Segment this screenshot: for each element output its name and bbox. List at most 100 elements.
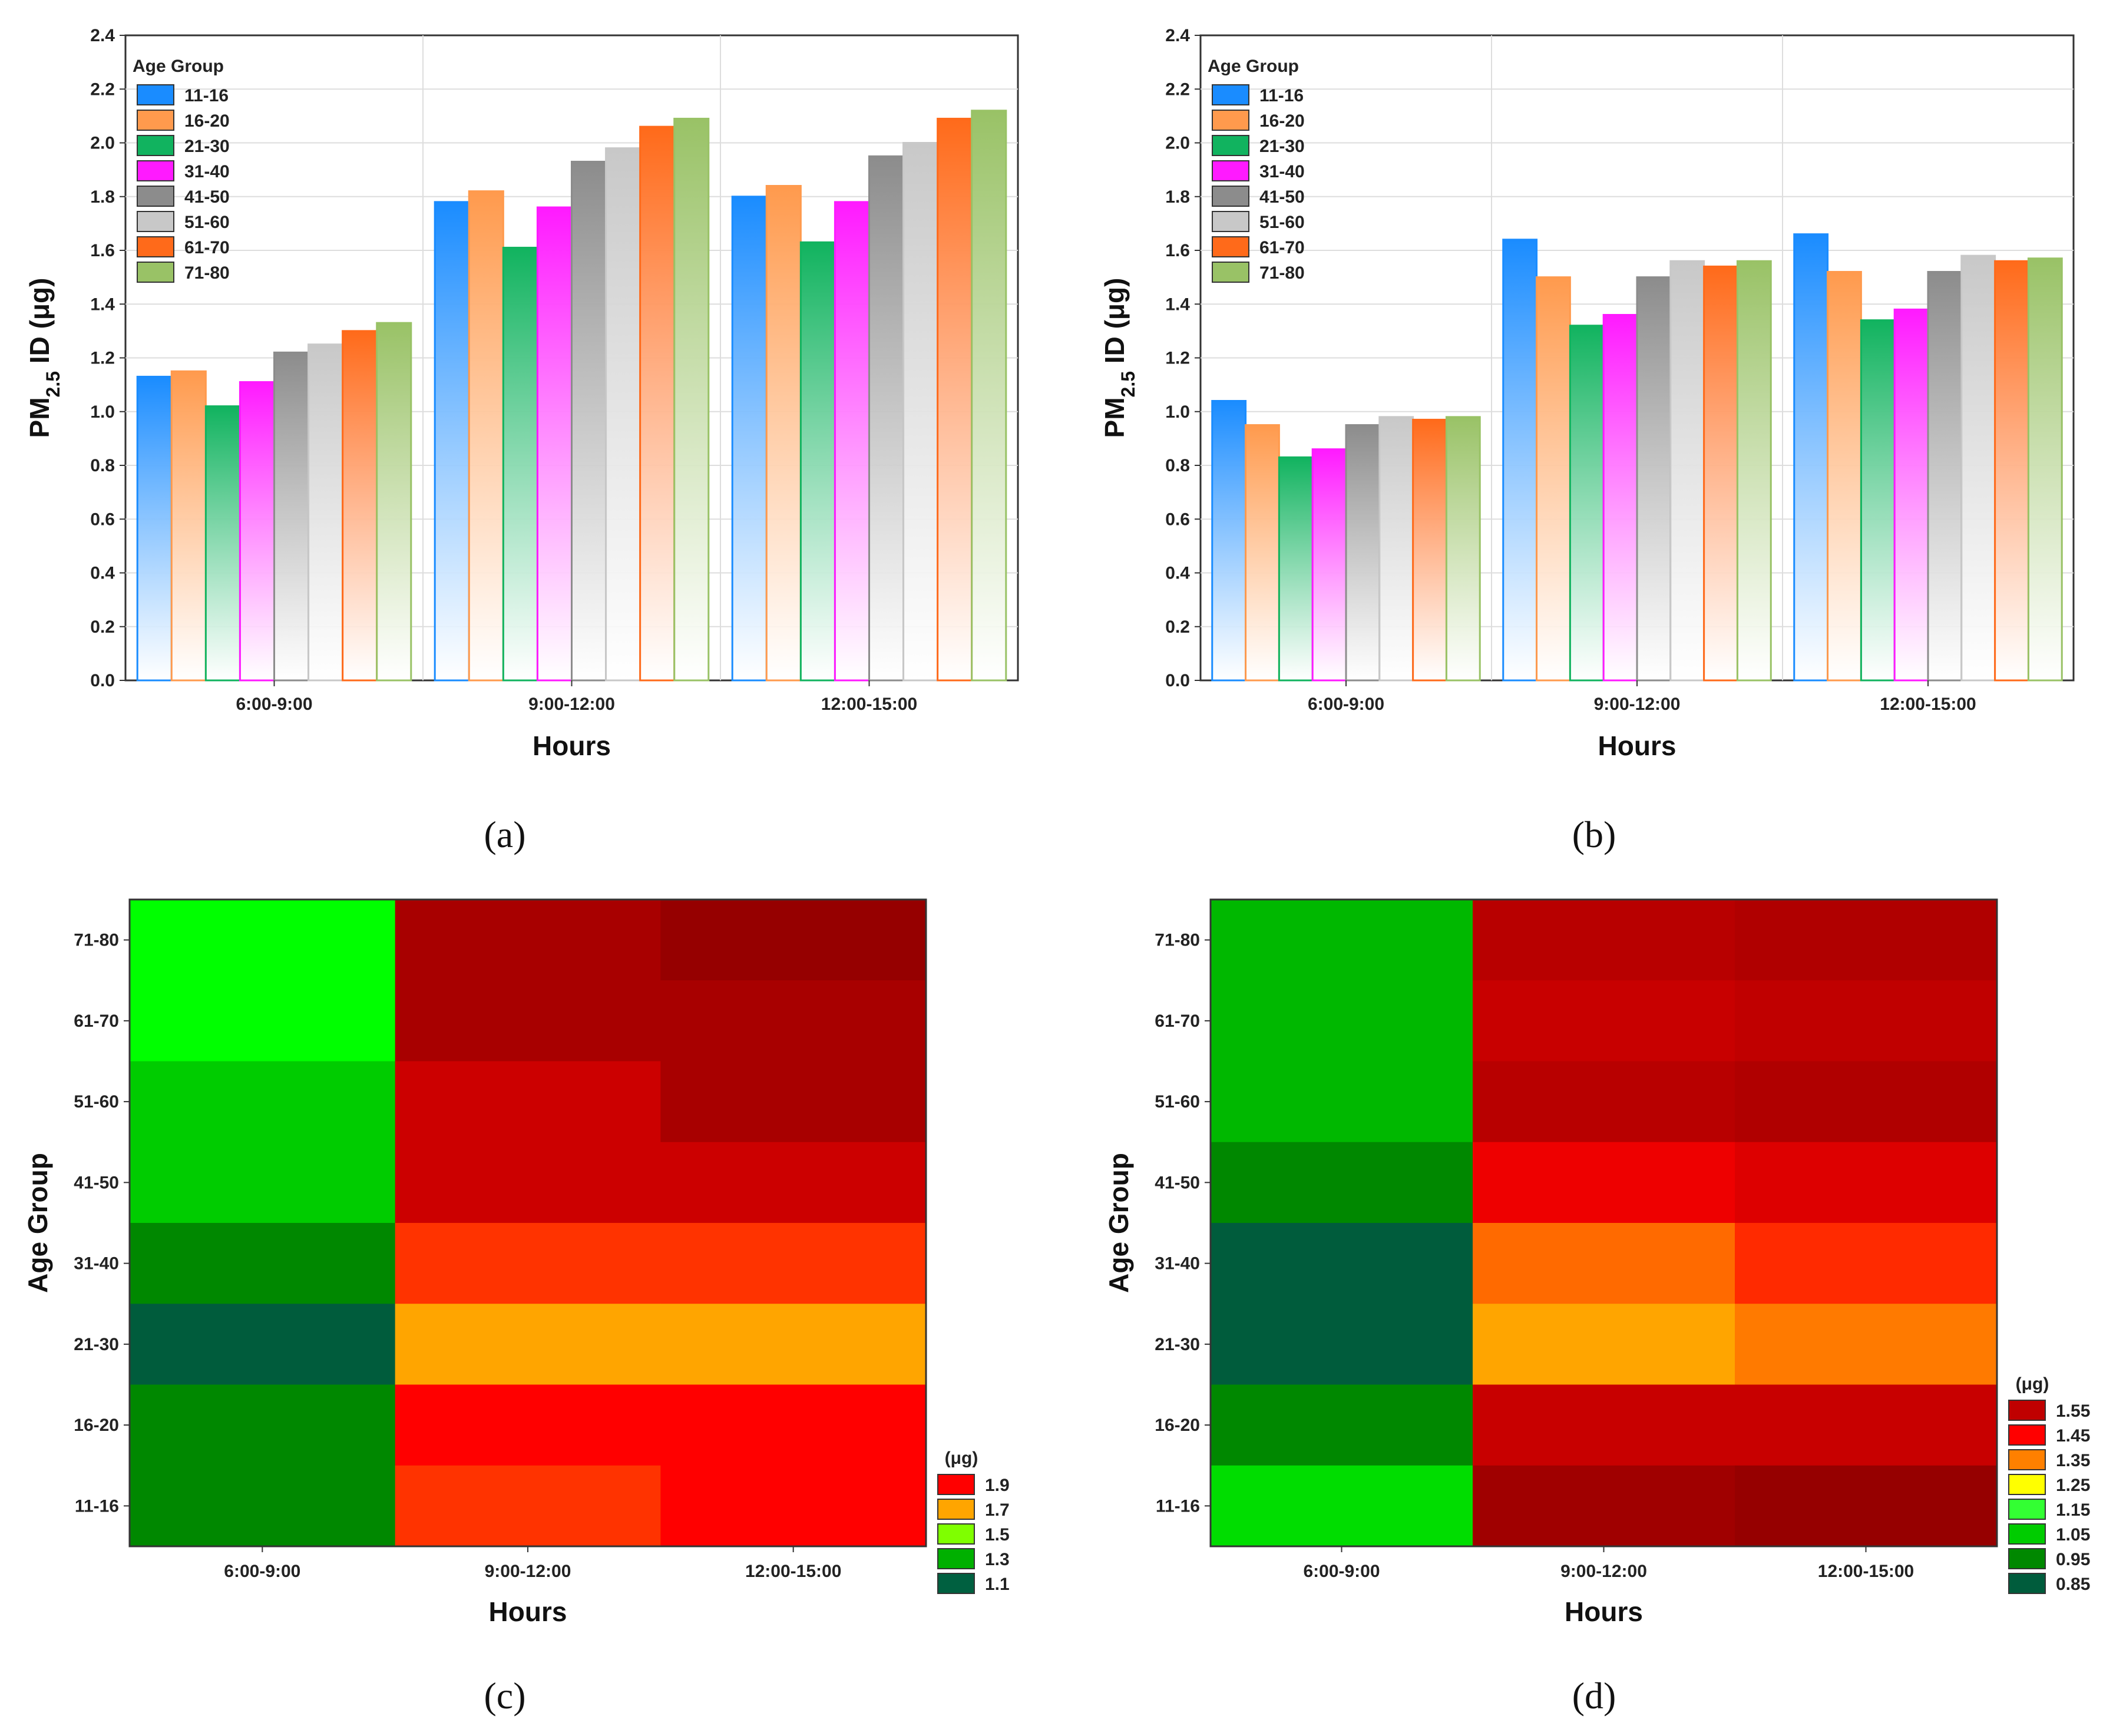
heat-cell-21-30-12:00-15:00 [660,1304,927,1385]
heat-cell-16-20-6:00-9:00 [130,1384,396,1466]
legend-label: 1.9 [985,1476,1010,1495]
y-tick-label: 16-20 [74,1416,119,1435]
legend-swatch [1212,110,1249,131]
y-axis-title: PM2.5 ID (μg) [1099,278,1139,438]
bar-11-16-9:00-12:00 [1502,239,1538,682]
legend-label: 1.7 [985,1500,1010,1520]
bar-31-40-12:00-15:00 [834,201,871,682]
bar-11-16-6:00-9:00 [1211,400,1247,682]
bar-16-20-9:00-12:00 [468,190,504,682]
legend-label: 0.85 [2056,1575,2090,1594]
bar-16-20-6:00-9:00 [1245,424,1280,682]
legend-swatch [137,236,174,257]
y-axis-title: Age Group [22,1153,53,1293]
legend-label: 61-70 [184,238,230,257]
y-tick-label: 0.8 [90,456,115,475]
legend-label: 0.95 [2056,1550,2090,1569]
heat-cell-41-50-12:00-15:00 [1735,1142,1998,1224]
legend-swatch [2008,1400,2046,1421]
bar-71-80-12:00-15:00 [2027,257,2063,682]
bar-71-80-12:00-15:00 [971,110,1007,682]
y-tick-label: 71-80 [1155,931,1200,950]
legend-swatch [2008,1499,2046,1520]
y-tick-label: 71-80 [74,931,119,950]
legend-swatch [2008,1523,2046,1545]
heat-cell-61-70-12:00-15:00 [660,980,927,1062]
heat-cell-11-16-9:00-12:00 [395,1465,661,1547]
heat-cell-51-60-12:00-15:00 [1735,1061,1998,1143]
bar-31-40-6:00-9:00 [239,381,275,682]
y-tick-label: 0.8 [1165,456,1190,475]
legend-swatch [2008,1424,2046,1446]
y-tick-label: 51-60 [1155,1092,1200,1112]
y-tick-label: 1.2 [90,349,115,368]
heat-cell-61-70-12:00-15:00 [1735,980,1998,1062]
x-tick-label: 6:00-9:00 [1303,1562,1380,1581]
heat-cell-16-20-6:00-9:00 [1211,1384,1473,1466]
y-tick-label: 16-20 [1155,1416,1200,1435]
x-tick-label: 12:00-15:00 [1880,695,1976,714]
bar-31-40-9:00-12:00 [1602,314,1638,682]
y-tick-label: 61-70 [74,1011,119,1031]
bar-16-20-9:00-12:00 [1536,276,1571,682]
bar-41-50-12:00-15:00 [868,155,905,682]
bar-51-60-6:00-9:00 [307,343,344,682]
legend-swatch [1212,160,1249,181]
legend-swatch [137,135,174,156]
heat-cell-31-40-9:00-12:00 [395,1223,661,1304]
bar-16-20-6:00-9:00 [170,370,207,682]
bar-16-20-12:00-15:00 [1827,271,1862,682]
panel-label-b: (b) [1572,814,1616,855]
bar-71-80-9:00-12:00 [673,117,710,682]
heat-cell-41-50-6:00-9:00 [130,1142,396,1224]
y-tick-label: 0.0 [90,671,115,690]
bar-11-16-12:00-15:00 [731,196,768,682]
legend-label: 1.5 [985,1525,1010,1545]
bar-11-16-12:00-15:00 [1793,233,1829,682]
y-tick-label: 1.0 [1165,402,1190,422]
y-tick-label: 1.0 [90,402,115,422]
y-tick-label: 2.2 [1165,80,1190,99]
legend-label: 1.45 [2056,1426,2090,1446]
panel-label-c: (c) [484,1675,525,1717]
legend-swatch [1212,236,1249,257]
legend-swatch [2008,1474,2046,1495]
legend-label: 51-60 [184,213,230,232]
heat-cell-51-60-6:00-9:00 [1211,1061,1473,1143]
legend-swatch [137,186,174,207]
bar-11-16-6:00-9:00 [136,375,173,682]
heat-cell-11-16-12:00-15:00 [660,1465,927,1547]
x-tick-label: 9:00-12:00 [485,1562,571,1581]
x-tick-label: 12:00-15:00 [821,695,917,714]
y-tick-label: 0.2 [1165,617,1190,637]
legend-swatch [2008,1548,2046,1569]
y-tick-label: 2.4 [1165,26,1190,45]
heat-cell-51-60-9:00-12:00 [1473,1061,1735,1143]
x-axis-title: Hours [533,730,611,761]
x-tick-label: 9:00-12:00 [528,695,615,714]
y-tick-label: 21-30 [74,1335,119,1354]
legend-label: 21-30 [184,137,230,156]
legend-swatch [137,110,174,131]
bar-51-60-6:00-9:00 [1378,416,1414,682]
bar-71-80-6:00-9:00 [1445,416,1481,682]
x-axis-title: Hours [1598,730,1676,761]
heat-cell-11-16-12:00-15:00 [1735,1465,1998,1547]
y-tick-label: 21-30 [1155,1335,1200,1354]
legend-label: 41-50 [184,187,230,207]
heat-cell-41-50-12:00-15:00 [660,1142,927,1224]
heat-cell-61-70-6:00-9:00 [1211,980,1473,1062]
y-axis-title: Age Group [1103,1153,1134,1293]
bar-51-60-9:00-12:00 [605,147,641,682]
legend-swatch [937,1523,975,1545]
bar-71-80-6:00-9:00 [376,322,412,682]
legend-title: Age Group [1208,57,1299,76]
bar-21-30-9:00-12:00 [502,246,538,682]
y-tick-label: 11-16 [75,1496,119,1516]
y-tick-label: 51-60 [74,1092,119,1112]
heat-cell-31-40-12:00-15:00 [1735,1223,1998,1304]
y-axis-title: PM2.5 ID (μg) [24,278,64,438]
x-tick-label: 9:00-12:00 [1560,1562,1647,1581]
legend-title: (μg) [945,1449,978,1468]
bar-21-30-9:00-12:00 [1569,325,1605,682]
